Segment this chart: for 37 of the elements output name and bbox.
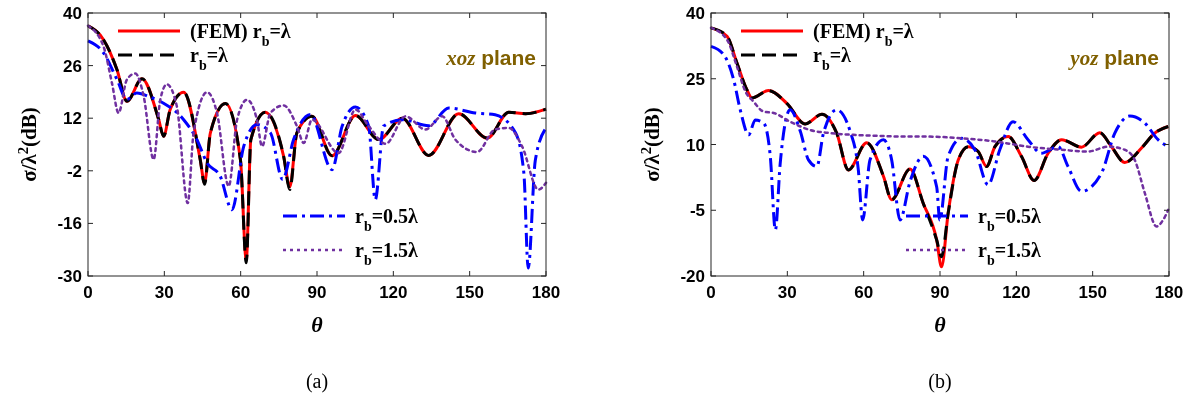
text: (b) xyxy=(928,370,952,393)
x-tick-label: 60 xyxy=(231,283,251,302)
y-tick-label: -30 xyxy=(57,267,82,286)
y-tick-label: -5 xyxy=(689,201,705,221)
x-tick-label: 120 xyxy=(1002,283,1031,302)
x-tick-label: 180 xyxy=(1154,283,1184,302)
y-tick-label: -16 xyxy=(57,214,82,234)
x-axis-title: θ xyxy=(934,312,947,337)
y-tick-label: 40 xyxy=(686,4,705,23)
x-axis-title: θ xyxy=(311,312,324,337)
y-tick-label: -2 xyxy=(66,161,82,181)
x-tick-label: 30 xyxy=(777,283,797,302)
legend-label: r$_{b}$=0.5λ xyxy=(978,205,1042,234)
y-tick-label: 26 xyxy=(63,56,82,76)
legend-label: r$_{b}$=λ xyxy=(190,44,229,73)
x-tick-label: 0 xyxy=(706,283,716,302)
text: (a) xyxy=(305,370,329,393)
legend-label: r$_{b}$=λ xyxy=(813,44,852,73)
x-tick-label: 0 xyxy=(83,283,93,302)
legend-label: r$_{b}$=1.5λ xyxy=(978,239,1042,268)
y-tick-label: 25 xyxy=(686,69,705,89)
x-tick-label: 60 xyxy=(854,283,874,302)
legend-label: r$_{b}$=0.5λ xyxy=(355,205,419,234)
annotation: xoz plane xyxy=(445,46,536,70)
y-tick-label: 10 xyxy=(686,135,705,155)
x-tick-label: 120 xyxy=(379,283,408,302)
x-tick-label: 180 xyxy=(531,283,561,302)
legend-label: r$_{b}$=1.5λ xyxy=(355,239,419,268)
x-tick-label: 150 xyxy=(1078,283,1107,302)
x-tick-label: 90 xyxy=(307,283,327,302)
y-tick-label: -20 xyxy=(680,267,705,286)
x-tick-label: 30 xyxy=(154,283,174,302)
y-tick-label: 12 xyxy=(63,109,82,129)
y-tick-label: 40 xyxy=(63,4,82,23)
x-tick-label: 150 xyxy=(455,283,484,302)
annotation: yoz plane xyxy=(1067,46,1159,70)
x-tick-label: 90 xyxy=(930,283,950,302)
